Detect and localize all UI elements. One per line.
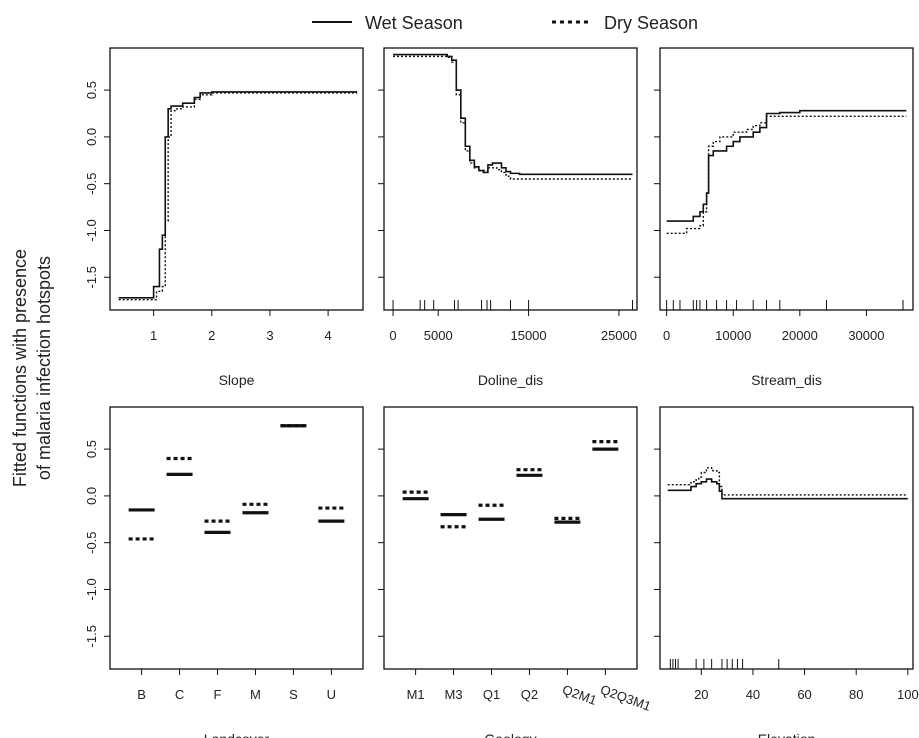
y-axis-title-line-1: Fitted functions with presence: [10, 249, 30, 487]
x-tick-label: 80: [849, 687, 863, 702]
y-tick-label: -1.0: [84, 219, 99, 241]
wet-season-line: [393, 53, 633, 176]
x-tick-label: B: [137, 687, 146, 702]
x-tick-label: 3: [266, 328, 273, 343]
x-axis-title: Stream_dis: [751, 372, 822, 388]
y-tick-label: 0.5: [84, 81, 99, 99]
panel-2: Doline_dis 0 5000 15000 25000: [378, 47, 638, 388]
x-tick-label: 0: [389, 328, 396, 343]
panel-1: -1.5 -1.0 -0.5 0.0 0.5 Slope 1 2 3 4: [84, 47, 364, 388]
y-tick-label: 0.0: [84, 487, 99, 505]
x-axis-title: Geology: [484, 731, 536, 738]
wet-season-line: [666, 109, 907, 222]
x-tick-label: 15000: [510, 328, 546, 343]
panel-6: Elevation 20 40 60 80 100: [654, 406, 919, 738]
x-tick-label: 60: [797, 687, 811, 702]
x-tick-label: C: [175, 687, 184, 702]
x-axis-title: Landcover: [204, 731, 270, 738]
y-tick-label: -0.5: [84, 172, 99, 194]
y-tick-label: -0.5: [84, 531, 99, 553]
y-tick-label: -1.5: [84, 625, 99, 647]
x-tick-label: U: [327, 687, 336, 702]
panel-3: Stream_dis 0 10000 20000 30000: [654, 47, 914, 388]
legend-wet-label: Wet Season: [365, 13, 463, 33]
plot-frame: [109, 47, 364, 311]
x-tick-label: 20000: [782, 328, 818, 343]
x-tick-label: 4: [324, 328, 331, 343]
x-tick-label: Q2M1: [560, 682, 598, 708]
x-tick-label: 0: [663, 328, 670, 343]
plot-frame: [659, 47, 914, 311]
x-tick-label: S: [289, 687, 298, 702]
y-tick-label: -1.0: [84, 578, 99, 600]
x-axis-title: Slope: [219, 372, 255, 388]
legend-dry-label: Dry Season: [604, 13, 698, 33]
x-tick-label: 20: [694, 687, 708, 702]
x-tick-label: Q2: [521, 687, 538, 702]
wet-season-line: [667, 478, 908, 500]
x-tick-label: 1: [150, 328, 157, 343]
dry-season-line: [666, 115, 907, 234]
legend: Wet Season Dry Season: [312, 13, 698, 33]
panel-4: -1.5 -1.0 -0.5 0.0 0.5 Landcover B C F M S U: [84, 406, 364, 738]
x-tick-label: M3: [445, 687, 463, 702]
plot-frame: [659, 406, 914, 670]
panels: -1.5 -1.0 -0.5 0.0 0.5 Slope 1 2 3 4 Doline_dis 0 50…: [84, 47, 919, 738]
x-tick-label: M1: [407, 687, 425, 702]
x-tick-label: 30000: [848, 328, 884, 343]
x-tick-label: 25000: [601, 328, 637, 343]
dry-season-line: [393, 55, 633, 180]
x-tick-label: M: [250, 687, 261, 702]
x-tick-label: 10000: [715, 328, 751, 343]
dry-season-line: [118, 92, 358, 301]
x-axis-title: Doline_dis: [478, 372, 543, 388]
x-tick-label: 2: [208, 328, 215, 343]
x-tick-label: F: [214, 687, 222, 702]
plot-frame: [109, 406, 364, 670]
wet-season-line: [118, 91, 358, 299]
x-tick-label: 5000: [424, 328, 453, 343]
y-axis-title-line-2: of malaria infection hotspots: [34, 256, 54, 480]
y-tick-label: 0.0: [84, 128, 99, 146]
x-tick-label: 40: [746, 687, 760, 702]
x-tick-label: 100: [897, 687, 919, 702]
y-tick-label: -1.5: [84, 266, 99, 288]
x-tick-label: Q2Q3M1: [598, 682, 653, 714]
y-tick-label: 0.5: [84, 440, 99, 458]
x-axis-title: Elevation: [758, 731, 816, 738]
x-tick-label: Q1: [483, 687, 500, 702]
plot-frame: [383, 406, 638, 670]
